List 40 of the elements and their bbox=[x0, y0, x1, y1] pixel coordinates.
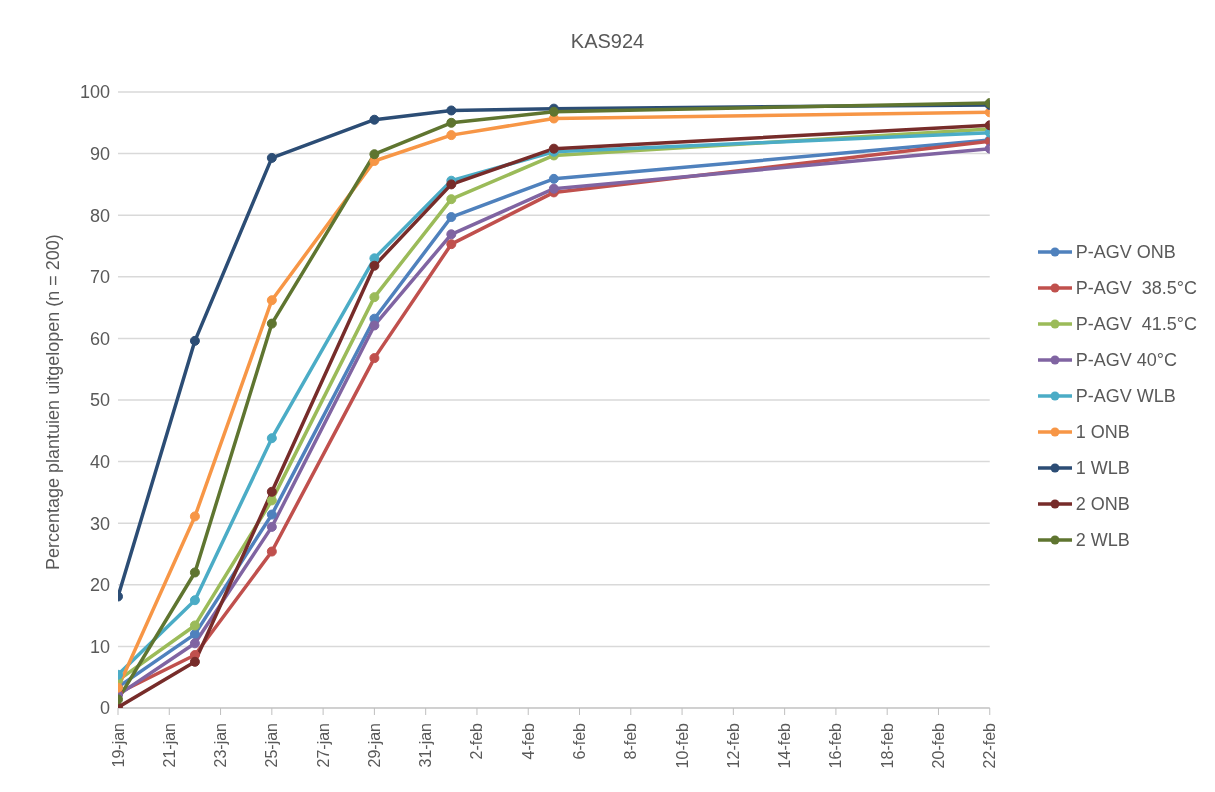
x-tick-label: 16-feb bbox=[827, 722, 845, 769]
x-tick-label: 6-feb bbox=[571, 722, 589, 760]
y-tick-label: 70 bbox=[89, 267, 110, 288]
x-tick-label: 18-feb bbox=[878, 722, 896, 769]
x-tick-label: 20-feb bbox=[929, 722, 947, 769]
x-tick-label: 19-jan bbox=[109, 723, 127, 768]
x-tick-label: 29-jan bbox=[365, 723, 383, 768]
legend-label: 2 ONB bbox=[1075, 493, 1130, 516]
y-tick-label: 100 bbox=[79, 82, 110, 103]
x-tick-label: 22-feb bbox=[981, 722, 999, 769]
x-tick-label: 2-feb bbox=[468, 722, 486, 760]
legend-label: P-AGV 40°C bbox=[1075, 349, 1177, 372]
legend-label: 1 ONB bbox=[1075, 421, 1130, 444]
y-tick-label: 10 bbox=[89, 636, 110, 657]
chart-title: KAS924 bbox=[569, 30, 646, 53]
x-tick-label: 25-jan bbox=[263, 723, 281, 768]
x-tick-label: 10-feb bbox=[673, 722, 691, 769]
x-tick-label: 12-feb bbox=[724, 722, 742, 769]
legend-label: 2 WLB bbox=[1075, 529, 1130, 552]
x-tick-label: 31-jan bbox=[417, 723, 435, 768]
x-tick-label: 21-jan bbox=[160, 723, 178, 768]
legend-label: P-AGV WLB bbox=[1075, 385, 1176, 408]
x-tick-label: 8-feb bbox=[622, 722, 640, 760]
x-tick-label: 4-feb bbox=[519, 722, 537, 760]
y-tick-label: 0 bbox=[99, 698, 110, 719]
y-tick-label: 60 bbox=[89, 328, 110, 349]
legend-label: P-AGV ONB bbox=[1075, 241, 1176, 264]
y-tick-label: 40 bbox=[89, 451, 110, 472]
y-tick-label: 50 bbox=[89, 390, 110, 411]
y-tick-label: 90 bbox=[89, 143, 110, 164]
y-tick-label: 80 bbox=[89, 205, 110, 226]
x-tick-label: 14-feb bbox=[776, 722, 794, 769]
x-tick-label: 27-jan bbox=[314, 723, 332, 768]
x-tick-label: 23-jan bbox=[212, 723, 230, 768]
legend-label: P-AGV 41.5°C bbox=[1075, 313, 1197, 336]
legend-label: P-AGV 38.5°C bbox=[1075, 277, 1197, 300]
y-axis-title: Percentage plantuien uitgelopen (n = 200) bbox=[43, 234, 64, 570]
y-tick-label: 20 bbox=[89, 575, 110, 596]
y-tick-label: 30 bbox=[89, 513, 110, 534]
legend-label: 1 WLB bbox=[1075, 457, 1130, 480]
